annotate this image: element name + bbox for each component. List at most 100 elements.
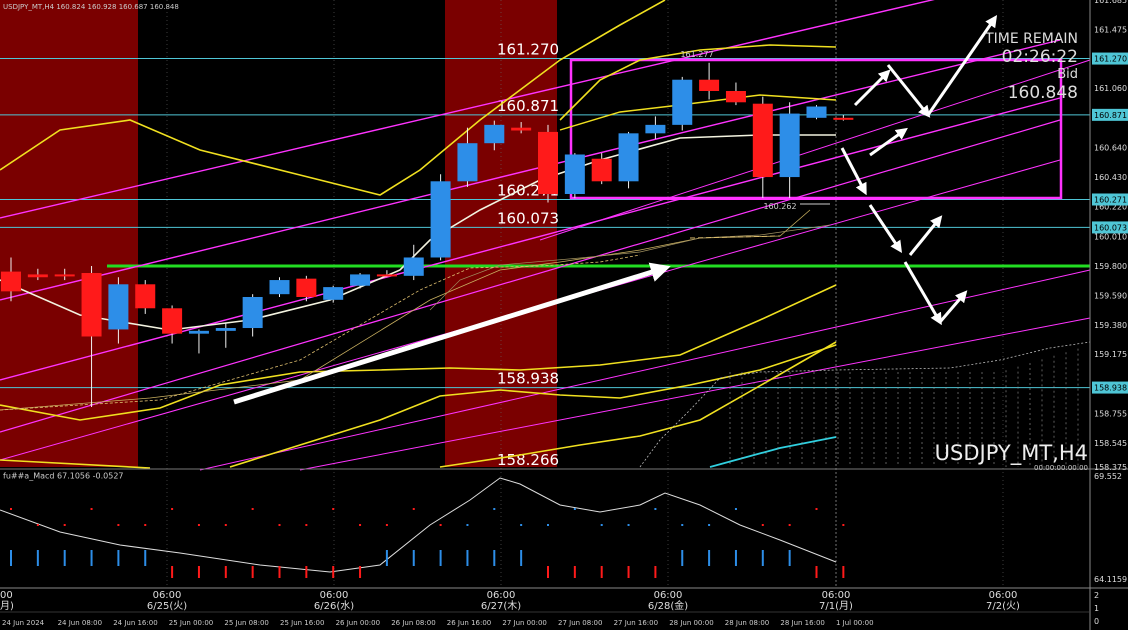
candle-body [215,328,236,331]
channel-line [0,119,1061,433]
symbol-label: USDJPY_MT,H4 [935,441,1088,466]
band-line [439,341,837,468]
scenario-arrow [868,204,902,253]
time-tick: 00 [0,590,13,601]
date-tick: 1 Jul 00:00 [836,619,874,627]
candle [484,120,505,151]
day-tick: 6/26(水) [314,600,354,612]
date-tick: 28 Jun 00:00 [669,619,713,627]
candle [242,294,263,337]
macd-panel [0,468,1128,578]
signal-dot [815,508,818,510]
signal-dot [332,508,335,510]
signal-dot [600,524,603,526]
candle [752,96,773,199]
day-tick: 6/28(金) [648,599,688,612]
time-tick: 06:00 [487,590,516,601]
channel-line [199,269,1091,471]
candle [1,257,21,302]
candle-body [779,113,800,178]
date-tick: 26 Jun 16:00 [447,619,491,627]
candle-body [135,284,156,309]
candle-body [430,181,451,258]
date-tick: 25 Jun 16:00 [280,619,324,627]
channel-line [299,317,1091,471]
date-tick: 25 Jun 00:00 [169,619,213,627]
day-tick: 6/27(木) [481,600,521,612]
signal-dot [627,524,630,526]
price-tick: 158.545 [1094,439,1127,448]
candle-body [350,274,371,286]
date-tick: 24 Jun 16:00 [113,619,157,627]
price-tick: 158.755 [1094,409,1127,418]
candle [135,280,156,314]
date-tick: 26 Jun 08:00 [391,619,435,627]
candle-body [323,287,344,300]
day-tick: 月) [0,600,14,612]
signal-dot [493,508,496,510]
signal-dot [63,524,66,526]
macd-line [0,477,837,573]
text-overlays: USDJPY_MT,H4 160.824 160.928 160.687 160… [3,3,1088,481]
candle-body [645,124,666,134]
channel-line [0,39,1061,301]
signal-dot [224,524,227,526]
candle-body [833,117,854,120]
price-tag [1092,108,1128,121]
candle [350,273,371,289]
candle [699,62,720,100]
candle [618,131,639,189]
macd-label: fu##a_Macd 67.1056 -0.0527 [3,472,124,481]
candle-body [54,274,75,277]
signal-dot [520,524,523,526]
horizontal-levels: 161.270160.871160.271160.073158.938158.2… [0,41,1090,469]
band-line [0,284,837,421]
price-tick: 159.380 [1094,321,1127,330]
session-shade [0,0,138,467]
candle [188,329,209,354]
time-tick: 06:00 [654,590,683,601]
candle [591,153,612,185]
date-tick: 24 Jun 08:00 [58,619,102,627]
date-tick: 24 Jun 2024 [2,619,45,627]
date-tick: 27 Jun 08:00 [558,619,602,627]
candle-body [296,278,317,297]
signal-dot [466,524,469,526]
candle-body [672,79,693,125]
signal-dot [359,524,362,526]
candle [215,322,236,348]
price-tick: 160.430 [1094,173,1127,182]
scenario-arrow [853,69,891,107]
signal-dot [708,524,711,526]
candle [27,268,48,281]
signal-dot [681,524,684,526]
channel-line [0,0,935,219]
signal-dot [197,524,200,526]
signal-dot [117,524,120,526]
date-tick: 28 Jun 16:00 [780,619,824,627]
day-tick: 7/2(火) [986,600,1020,612]
signal-dot [439,524,442,526]
session-shade [445,0,557,467]
candles: 161.277 160.262 [1,50,920,408]
date-tick: 26 Jun 00:00 [336,619,380,627]
signal-dot [251,508,254,510]
scenario-arrow [903,261,942,326]
macd-tick: 69.552 [1094,472,1122,481]
scenario-arrow [908,215,943,256]
price-tag [1092,193,1128,206]
candle [538,124,558,203]
symbol-sub: 00:00:00:00:00 [1034,464,1088,472]
price-tick: 158.375 [1094,463,1127,472]
price-tag [1092,381,1128,394]
band-line [709,436,837,468]
price-tick: 158.938 [1094,384,1127,393]
candle [645,116,666,139]
candle [457,127,478,187]
price-tick: 159.590 [1094,292,1127,301]
time-tick: 06:00 [320,590,349,601]
level-label: 158.938 [497,370,559,388]
date-tick: 25 Jun 08:00 [224,619,268,627]
candle-body [618,133,639,182]
